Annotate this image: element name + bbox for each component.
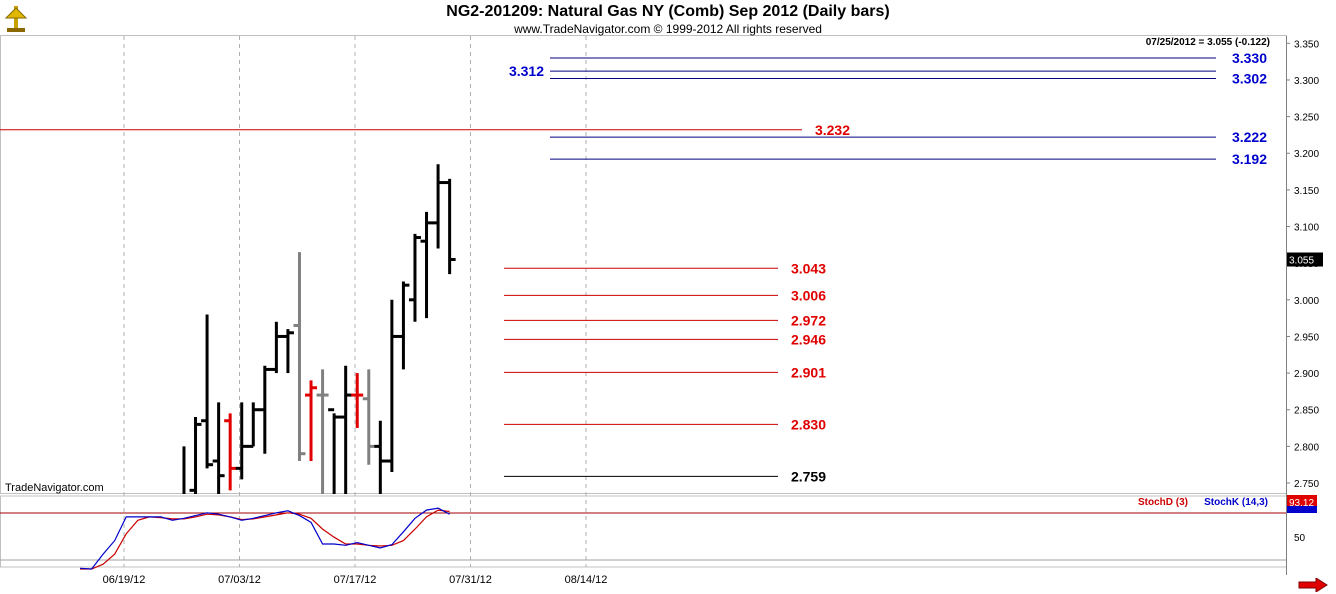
level-label: 3.312 [509, 63, 544, 79]
x-tick-label: 06/19/12 [103, 574, 146, 586]
level-label: 3.043 [791, 260, 826, 276]
level-label: 3.302 [1232, 71, 1267, 87]
price-tick-label: 3.200 [1294, 149, 1319, 160]
x-tick-label: 07/31/12 [449, 574, 492, 586]
price-tick-label: 3.150 [1294, 186, 1319, 197]
chart-title: NG2-201209: Natural Gas NY (Comb) Sep 20… [446, 3, 890, 20]
last-price-box [1287, 252, 1323, 267]
stoch-tick-label: 50 [1294, 533, 1306, 544]
price-tick-label: 2.850 [1294, 406, 1319, 417]
stochd-legend: StochD (3) [1138, 497, 1188, 508]
price-tick-label: 2.900 [1294, 369, 1319, 380]
trade-navigator-logo-icon [4, 6, 28, 32]
price-tick-label: 2.800 [1294, 442, 1319, 453]
level-label: 2.972 [791, 312, 826, 328]
price-tick-label: 3.250 [1294, 113, 1319, 124]
level-label: 3.330 [1232, 50, 1267, 66]
stoch-value-label: 93.12 [1289, 498, 1314, 509]
price-tick-label: 3.000 [1294, 296, 1319, 307]
level-label: 3.192 [1232, 151, 1267, 167]
level-label: 3.232 [815, 122, 850, 138]
scroll-right-arrow-icon[interactable] [1298, 578, 1328, 592]
last-price-label: 3.055 [1289, 256, 1314, 267]
x-tick-label: 08/14/12 [565, 574, 608, 586]
price-tick-label: 2.750 [1294, 479, 1319, 490]
price-tick-label: 3.100 [1294, 223, 1319, 234]
ohlc-bars [182, 164, 456, 494]
copyright-text: www.TradeNavigator.com © 1999-2012 All r… [514, 22, 822, 36]
last-price-info: 07/25/2012 = 3.055 (-0.122) [1145, 37, 1270, 48]
x-tick-label: 07/17/12 [334, 574, 377, 586]
x-tick-label: 07/03/12 [218, 574, 261, 586]
price-tick-label: 3.300 [1294, 76, 1319, 87]
level-label: 2.901 [791, 364, 826, 380]
price-tick-label: 3.350 [1294, 39, 1319, 50]
stochk-legend: StochK (14,3) [1204, 497, 1268, 508]
stoch-value-box-k [1287, 506, 1317, 513]
watermark: TradeNavigator.com [5, 482, 104, 494]
level-label: 2.830 [791, 416, 826, 432]
level-label: 3.006 [791, 287, 826, 303]
level-label: 3.222 [1232, 129, 1267, 145]
stoch-panel-frame [0, 495, 1287, 568]
stochk-line [79, 507, 450, 570]
level-label: 2.946 [791, 331, 826, 347]
price-tick-label: 2.950 [1294, 332, 1319, 343]
level-label: 2.759 [791, 468, 826, 484]
